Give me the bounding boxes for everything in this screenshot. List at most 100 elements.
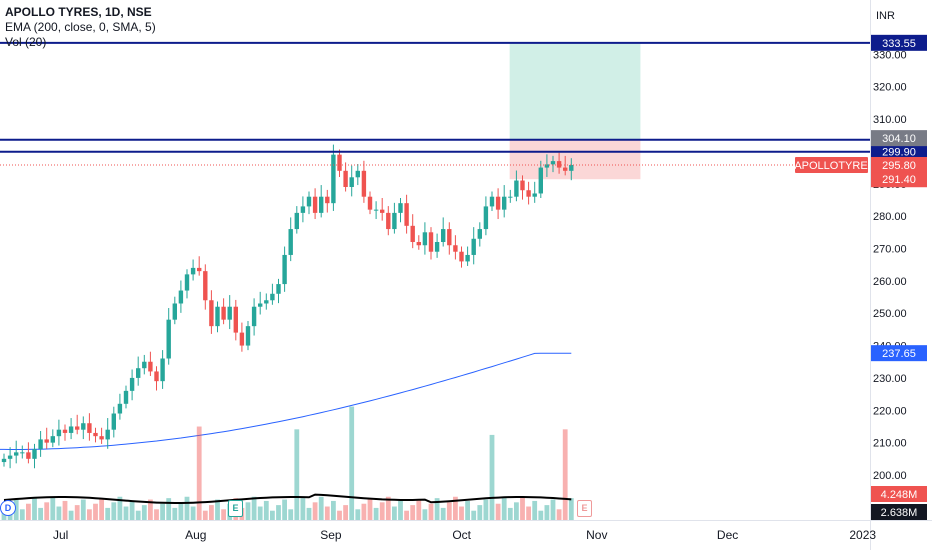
volume-bar[interactable] bbox=[172, 507, 178, 520]
volume-bar[interactable] bbox=[312, 502, 318, 520]
candle[interactable] bbox=[563, 167, 568, 171]
candle[interactable] bbox=[184, 274, 190, 291]
stop-zone[interactable] bbox=[509, 139, 641, 180]
volume-bar[interactable] bbox=[410, 505, 416, 520]
candle[interactable] bbox=[87, 423, 92, 433]
candle[interactable] bbox=[190, 267, 196, 275]
volume-bar[interactable] bbox=[184, 496, 190, 520]
volume-bar[interactable] bbox=[556, 509, 562, 520]
candle[interactable] bbox=[325, 196, 330, 204]
volume-bar[interactable] bbox=[440, 507, 446, 520]
candle[interactable] bbox=[197, 267, 202, 272]
volume-bar[interactable] bbox=[166, 498, 172, 520]
candle[interactable] bbox=[544, 164, 550, 168]
candle[interactable] bbox=[148, 361, 153, 372]
volume-bar[interactable] bbox=[62, 500, 68, 520]
volume-bar[interactable] bbox=[337, 510, 342, 520]
candle[interactable] bbox=[410, 225, 415, 243]
candle[interactable] bbox=[251, 306, 257, 327]
ema-value-label[interactable] bbox=[871, 345, 927, 362]
candle[interactable] bbox=[227, 306, 232, 320]
volume-bar[interactable] bbox=[141, 505, 147, 520]
volume-bar[interactable] bbox=[489, 434, 495, 520]
candle[interactable] bbox=[276, 284, 281, 294]
volume-bar[interactable] bbox=[428, 503, 434, 520]
candle[interactable] bbox=[154, 371, 159, 382]
candle[interactable] bbox=[520, 180, 525, 191]
volume-bar[interactable] bbox=[477, 505, 483, 520]
volume-bar[interactable] bbox=[568, 498, 574, 520]
volume-bar[interactable] bbox=[349, 406, 355, 520]
volume-bar[interactable] bbox=[160, 503, 165, 520]
candle[interactable] bbox=[483, 206, 489, 230]
candle[interactable] bbox=[111, 413, 116, 430]
candle[interactable] bbox=[68, 426, 74, 433]
candle[interactable] bbox=[258, 303, 263, 307]
candle[interactable] bbox=[434, 242, 440, 252]
volume-bar[interactable] bbox=[288, 509, 294, 520]
volume-bar[interactable] bbox=[251, 496, 257, 520]
candle[interactable] bbox=[38, 439, 43, 450]
volume-bar[interactable] bbox=[245, 502, 251, 520]
volume-bar[interactable] bbox=[520, 496, 525, 520]
volume-bar[interactable] bbox=[209, 505, 214, 520]
price-label[interactable] bbox=[871, 171, 927, 188]
candle[interactable] bbox=[459, 251, 464, 262]
volume-bar[interactable] bbox=[13, 499, 19, 520]
candle[interactable] bbox=[441, 229, 446, 243]
candle[interactable] bbox=[129, 377, 135, 391]
candle[interactable] bbox=[50, 436, 55, 443]
candle[interactable] bbox=[489, 196, 495, 207]
ema-indicator-label[interactable]: EMA (200, close, 0, SMA, 5) bbox=[5, 20, 156, 34]
candle[interactable] bbox=[166, 319, 171, 359]
volume-bar[interactable] bbox=[507, 507, 513, 520]
candle[interactable] bbox=[20, 452, 25, 454]
volume-bar[interactable] bbox=[392, 506, 397, 520]
volume-bar[interactable] bbox=[263, 500, 269, 520]
volume-bar[interactable] bbox=[422, 509, 428, 520]
volume-bar[interactable] bbox=[483, 499, 489, 520]
volume-bar[interactable] bbox=[501, 498, 507, 520]
candle[interactable] bbox=[373, 209, 379, 211]
candle[interactable] bbox=[32, 449, 37, 459]
volume-bar[interactable] bbox=[74, 505, 80, 520]
candle[interactable] bbox=[361, 170, 367, 197]
candle[interactable] bbox=[428, 232, 434, 252]
candle[interactable] bbox=[337, 154, 342, 171]
candle[interactable] bbox=[209, 300, 214, 327]
candle[interactable] bbox=[343, 170, 348, 187]
volume-bar[interactable] bbox=[50, 496, 56, 520]
volume-bar[interactable] bbox=[373, 507, 379, 520]
volume-bar[interactable] bbox=[416, 499, 422, 520]
candle[interactable] bbox=[392, 212, 397, 230]
candle[interactable] bbox=[422, 232, 428, 246]
volume-bar[interactable] bbox=[270, 510, 275, 520]
candle[interactable] bbox=[136, 368, 141, 378]
candle[interactable] bbox=[538, 167, 543, 194]
volume-bar[interactable] bbox=[99, 498, 104, 520]
candle[interactable] bbox=[312, 196, 318, 213]
candle[interactable] bbox=[26, 452, 31, 459]
volume-bar[interactable] bbox=[87, 509, 92, 520]
target-zone[interactable] bbox=[509, 42, 641, 140]
candle[interactable] bbox=[477, 229, 482, 239]
volume-bar[interactable] bbox=[294, 429, 300, 520]
volume-bar[interactable] bbox=[526, 506, 531, 520]
volume-bar[interactable] bbox=[19, 509, 25, 520]
dividend-marker[interactable]: D bbox=[0, 500, 16, 516]
volume-value-label[interactable] bbox=[871, 486, 927, 502]
candle[interactable] bbox=[447, 229, 452, 246]
candle[interactable] bbox=[502, 196, 507, 210]
volume-bar[interactable] bbox=[385, 496, 391, 520]
volume-bar[interactable] bbox=[532, 500, 538, 520]
volume-bar[interactable] bbox=[44, 502, 50, 520]
candle[interactable] bbox=[123, 390, 129, 404]
candle[interactable] bbox=[380, 209, 385, 213]
volume-bar[interactable] bbox=[300, 498, 306, 520]
volume-bar[interactable] bbox=[471, 510, 477, 520]
candle[interactable] bbox=[495, 196, 501, 210]
volume-bar[interactable] bbox=[26, 503, 31, 520]
candle[interactable] bbox=[75, 426, 80, 430]
volume-bar[interactable] bbox=[190, 506, 196, 520]
volume-bar[interactable] bbox=[459, 506, 464, 520]
